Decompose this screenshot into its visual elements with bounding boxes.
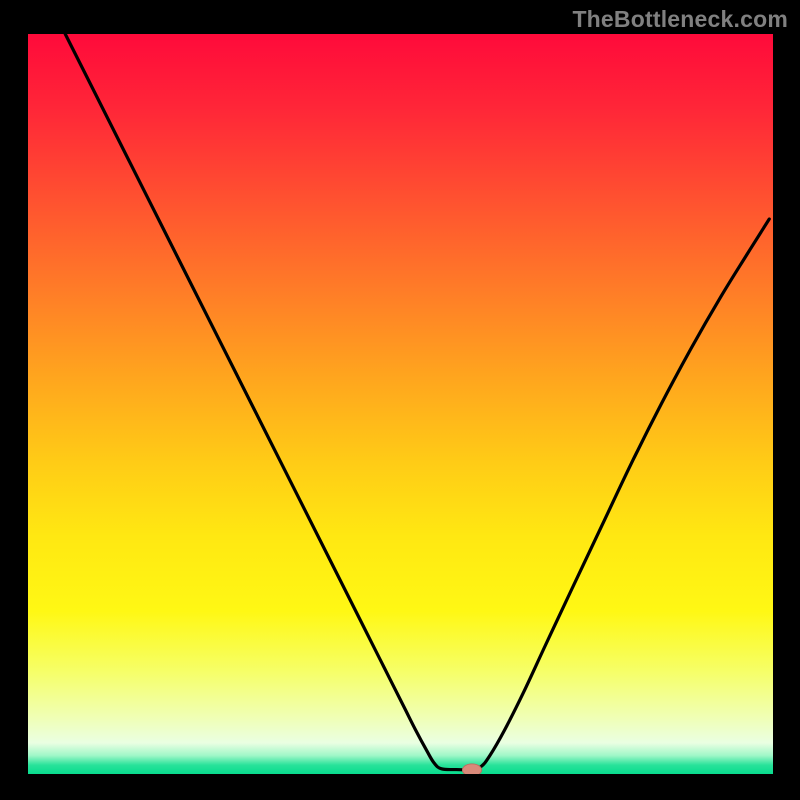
watermark-text: TheBottleneck.com (572, 6, 788, 33)
chart-frame: TheBottleneck.com (0, 0, 800, 800)
bottleneck-curve (28, 34, 773, 774)
plot-area (28, 34, 773, 774)
optimal-marker (462, 763, 482, 774)
